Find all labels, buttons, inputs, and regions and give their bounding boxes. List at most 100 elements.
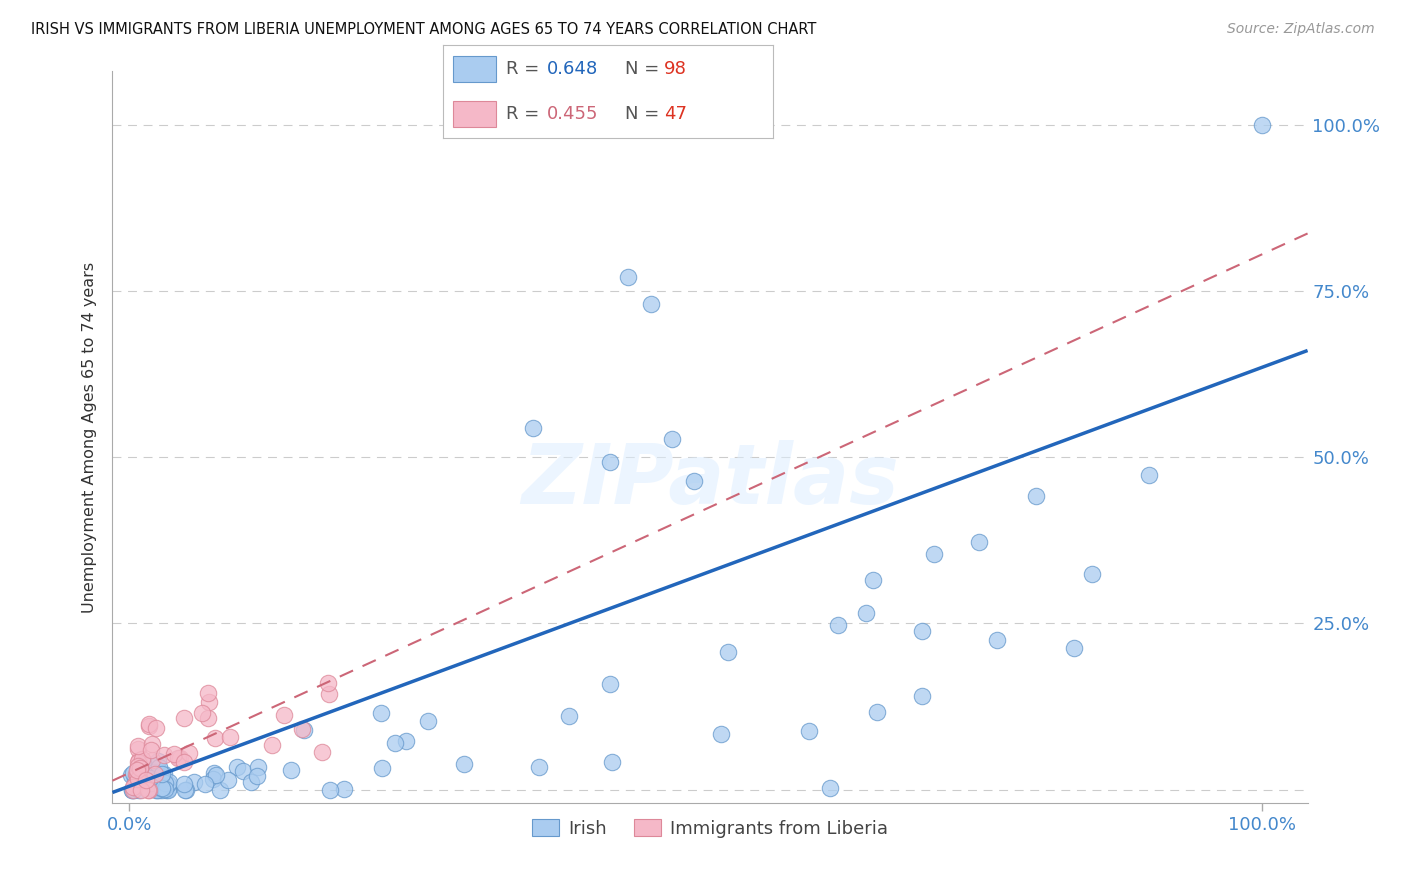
Text: 0.455: 0.455	[547, 105, 599, 123]
Point	[522, 421, 544, 435]
Point	[156, 777, 179, 791]
Bar	[453, 101, 496, 127]
Point	[136, 775, 159, 789]
Text: IRISH VS IMMIGRANTS FROM LIBERIA UNEMPLOYMENT AMONG AGES 65 TO 74 YEARS CORRELAT: IRISH VS IMMIGRANTS FROM LIBERIA UNEMPLO…	[31, 22, 817, 37]
Point	[682, 474, 704, 488]
Point	[124, 779, 146, 793]
Point	[125, 768, 148, 782]
Point	[150, 781, 173, 796]
Point	[291, 722, 314, 736]
Point	[143, 767, 166, 781]
Point	[194, 777, 217, 791]
Point	[121, 782, 143, 797]
Point	[661, 433, 683, 447]
Point	[318, 676, 340, 690]
Point	[205, 768, 228, 782]
Point	[599, 455, 621, 469]
Point	[141, 737, 163, 751]
Point	[145, 721, 167, 735]
Point	[986, 632, 1008, 647]
Point	[174, 782, 197, 797]
Point	[145, 782, 167, 797]
Point	[967, 534, 990, 549]
Point	[121, 780, 143, 794]
Point	[174, 782, 197, 797]
Point	[129, 782, 152, 797]
Point	[371, 761, 394, 775]
Point	[260, 739, 283, 753]
Point	[247, 760, 270, 774]
Point	[153, 781, 176, 796]
Point	[1251, 118, 1274, 132]
Point	[370, 706, 392, 720]
Point	[145, 773, 167, 788]
Point	[139, 772, 162, 786]
Point	[911, 624, 934, 638]
Point	[127, 755, 149, 769]
Point	[124, 782, 146, 797]
Point	[280, 763, 302, 777]
Point	[862, 573, 884, 587]
Point	[418, 714, 440, 729]
Point	[157, 774, 180, 789]
Point	[866, 705, 889, 719]
Point	[640, 297, 662, 311]
Point	[139, 776, 162, 790]
Point	[127, 741, 149, 756]
Point	[127, 772, 149, 786]
Point	[239, 774, 262, 789]
Point	[384, 736, 406, 750]
Point	[143, 774, 166, 789]
Point	[717, 644, 740, 658]
Bar	[453, 56, 496, 82]
Point	[125, 766, 148, 780]
Point	[127, 739, 149, 753]
Point	[232, 764, 254, 779]
Point	[142, 764, 165, 779]
Point	[1081, 566, 1104, 581]
Point	[173, 777, 195, 791]
Text: R =: R =	[506, 105, 544, 123]
Point	[163, 747, 186, 761]
Text: ZIPatlas: ZIPatlas	[522, 441, 898, 522]
Legend: Irish, Immigrants from Liberia: Irish, Immigrants from Liberia	[524, 813, 896, 845]
Point	[156, 782, 179, 797]
Text: R =: R =	[506, 60, 544, 78]
Point	[139, 742, 162, 756]
Point	[121, 766, 143, 780]
Point	[132, 765, 155, 780]
Point	[183, 774, 205, 789]
Point	[922, 547, 945, 561]
Point	[131, 752, 153, 766]
Point	[121, 782, 143, 797]
Point	[599, 676, 621, 690]
Point	[155, 776, 177, 790]
Point	[138, 719, 160, 733]
Point	[167, 751, 190, 765]
Point	[127, 769, 149, 783]
Point	[156, 782, 179, 797]
Point	[191, 706, 214, 720]
Point	[173, 711, 195, 725]
Text: N =: N =	[624, 105, 665, 123]
Point	[797, 724, 820, 739]
Point	[226, 760, 249, 774]
Point	[148, 754, 170, 768]
Text: N =: N =	[624, 60, 665, 78]
Point	[138, 716, 160, 731]
Point	[127, 774, 149, 789]
Point	[710, 726, 733, 740]
Point	[204, 731, 226, 746]
Point	[197, 695, 219, 709]
Point	[273, 707, 295, 722]
Point	[148, 782, 170, 797]
Point	[311, 745, 333, 759]
Point	[217, 772, 239, 787]
Point	[148, 768, 170, 782]
Point	[142, 780, 165, 795]
Point	[141, 765, 163, 780]
Point	[124, 772, 146, 786]
Point	[332, 781, 354, 796]
Point	[153, 767, 176, 781]
Point	[911, 689, 934, 703]
